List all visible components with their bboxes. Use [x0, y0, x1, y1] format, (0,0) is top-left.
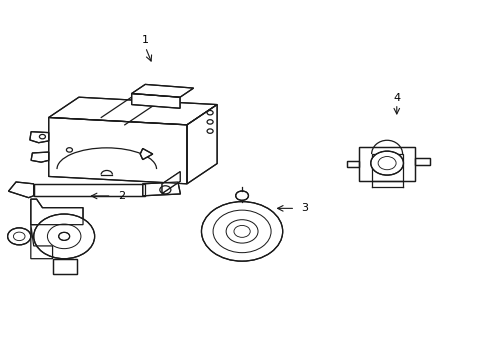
Text: 3: 3 [301, 203, 308, 213]
Text: 1: 1 [142, 35, 148, 45]
Polygon shape [34, 184, 145, 196]
Polygon shape [49, 117, 186, 184]
Polygon shape [162, 172, 180, 193]
Polygon shape [140, 149, 152, 159]
Circle shape [235, 191, 248, 201]
Polygon shape [142, 182, 180, 196]
Circle shape [34, 214, 95, 259]
Polygon shape [49, 97, 217, 125]
Polygon shape [359, 148, 414, 181]
Polygon shape [346, 161, 359, 167]
Polygon shape [53, 259, 77, 274]
Polygon shape [30, 132, 49, 143]
Polygon shape [31, 152, 49, 162]
Text: 4: 4 [392, 94, 400, 103]
Polygon shape [162, 172, 180, 193]
Circle shape [8, 228, 31, 245]
Polygon shape [186, 104, 217, 184]
Polygon shape [8, 182, 34, 198]
Circle shape [201, 202, 282, 261]
Polygon shape [31, 199, 83, 225]
Text: 2: 2 [118, 191, 124, 201]
Polygon shape [414, 158, 429, 165]
Circle shape [370, 151, 403, 175]
Polygon shape [131, 94, 180, 108]
Polygon shape [131, 84, 193, 97]
Circle shape [59, 232, 69, 240]
